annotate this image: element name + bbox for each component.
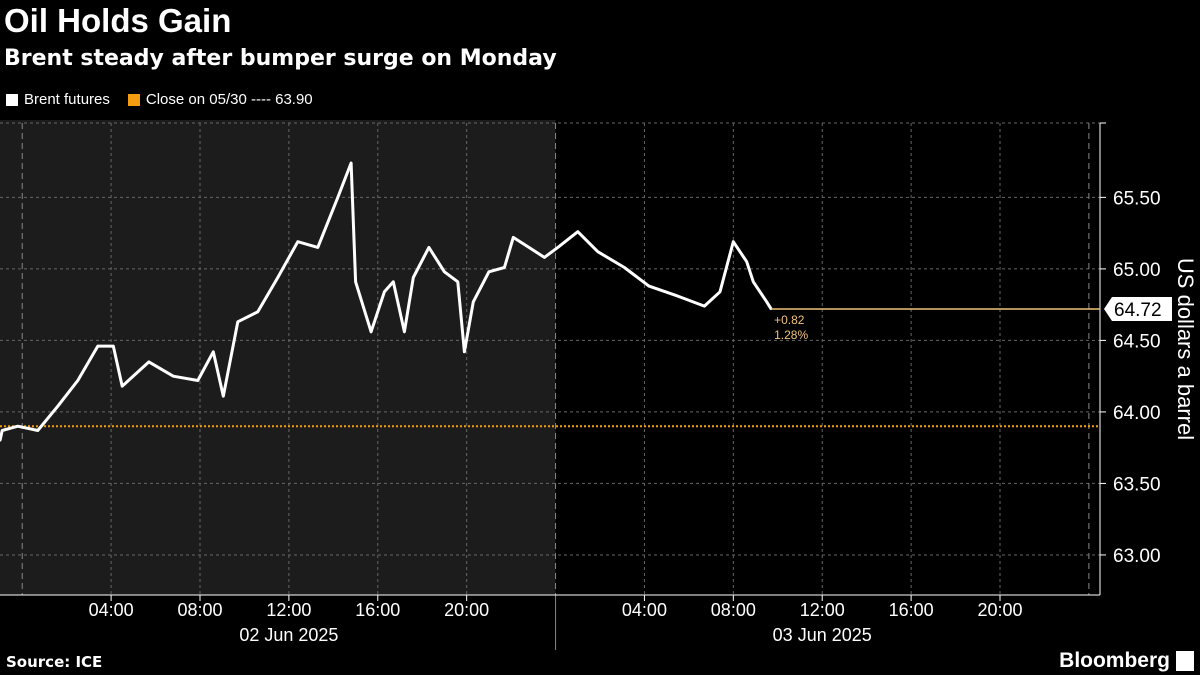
y-tick-label: 63.50 [1113,474,1161,495]
data-point [487,270,491,273]
data-point [76,379,79,382]
x-date-label: 02 Jun 2025 [239,625,338,645]
data-point [543,256,546,259]
y-tick-label: 63.00 [1113,546,1161,567]
data-point [745,260,748,263]
data-point [316,246,319,249]
data-point [623,266,626,269]
legend: Brent futures Close on 05/30 ---- 63.90 [6,91,313,108]
change-label: +0.82 [774,313,805,327]
data-point [403,330,406,334]
shaded-session-02-jun [0,120,556,595]
data-point [121,384,124,388]
x-tick-label: 08:00 [711,600,756,620]
data-point [556,246,559,249]
brand-name: Bloomberg [1059,649,1170,672]
data-point [647,284,651,288]
legend-label-brent: Brent futures [24,91,110,108]
data-point [172,374,175,378]
data-point [369,330,373,334]
series-line-brent [0,161,773,441]
y-axis-label: US dollars a barrel [1173,258,1198,440]
data-point [676,294,679,298]
legend-swatch-brent [6,93,18,106]
data-point [527,246,531,249]
data-point [0,439,2,442]
data-point [512,236,515,239]
data-point [392,280,395,283]
data-point [443,270,446,273]
data-point [349,161,353,165]
x-tick-label: 12:00 [800,600,845,620]
data-point [196,379,199,382]
y-tick-label: 65.00 [1113,260,1161,281]
data-point [96,344,99,348]
data-point [732,240,735,243]
chart-subtitle: Brent steady after bumper surge on Monda… [4,46,557,71]
data-point [256,310,259,313]
data-point [1,429,4,432]
data-point [765,300,768,303]
data-point [703,304,706,308]
x-tick-label: 16:00 [889,600,934,620]
data-point [752,280,755,283]
data-point [354,280,357,283]
data-point [456,280,459,283]
data-point [596,250,599,253]
data-point [56,405,59,408]
legend-swatch-close [127,93,140,106]
data-point [212,350,215,354]
change-pct-label: 1.28% [774,328,808,342]
x-tick-label: 04:00 [622,600,667,620]
chart-title: Oil Holds Gain [4,2,232,39]
data-point [147,360,151,364]
data-point [112,344,115,348]
last-value-badge [1104,296,1172,321]
source-note: Source: ICE [6,653,103,671]
y-tick-label: 65.50 [1113,188,1161,209]
data-point [463,350,466,354]
y-tick-label: 64.50 [1113,331,1161,352]
data-point [36,429,39,432]
data-point [472,300,475,303]
data-point [276,276,279,279]
bloomberg-logo: Bloomberg [1059,649,1194,673]
data-point [236,320,239,324]
data-point [336,196,339,199]
bloomberg-mark-icon [1176,651,1194,671]
legend-label-close: Close on 05/30 ---- 63.90 [145,91,313,108]
x-date-label: 03 Jun 2025 [773,625,872,645]
data-point [16,425,19,428]
x-tick-label: 08:00 [177,600,222,620]
data-point [222,394,225,398]
x-tick-label: 20:00 [444,600,489,620]
data-point [383,290,386,293]
data-point [427,246,431,249]
y-tick-label: 64.00 [1113,403,1161,424]
last-value-label: 64.72 [1114,300,1162,321]
data-point [412,276,415,279]
data-point [296,240,299,243]
x-tick-label: 20:00 [977,600,1022,620]
x-tick-label: 16:00 [355,600,400,620]
x-tick-label: 04:00 [89,600,134,620]
x-tick-label: 12:00 [266,600,311,620]
data-point [503,266,506,269]
data-point [718,290,722,293]
data-point [576,230,579,233]
